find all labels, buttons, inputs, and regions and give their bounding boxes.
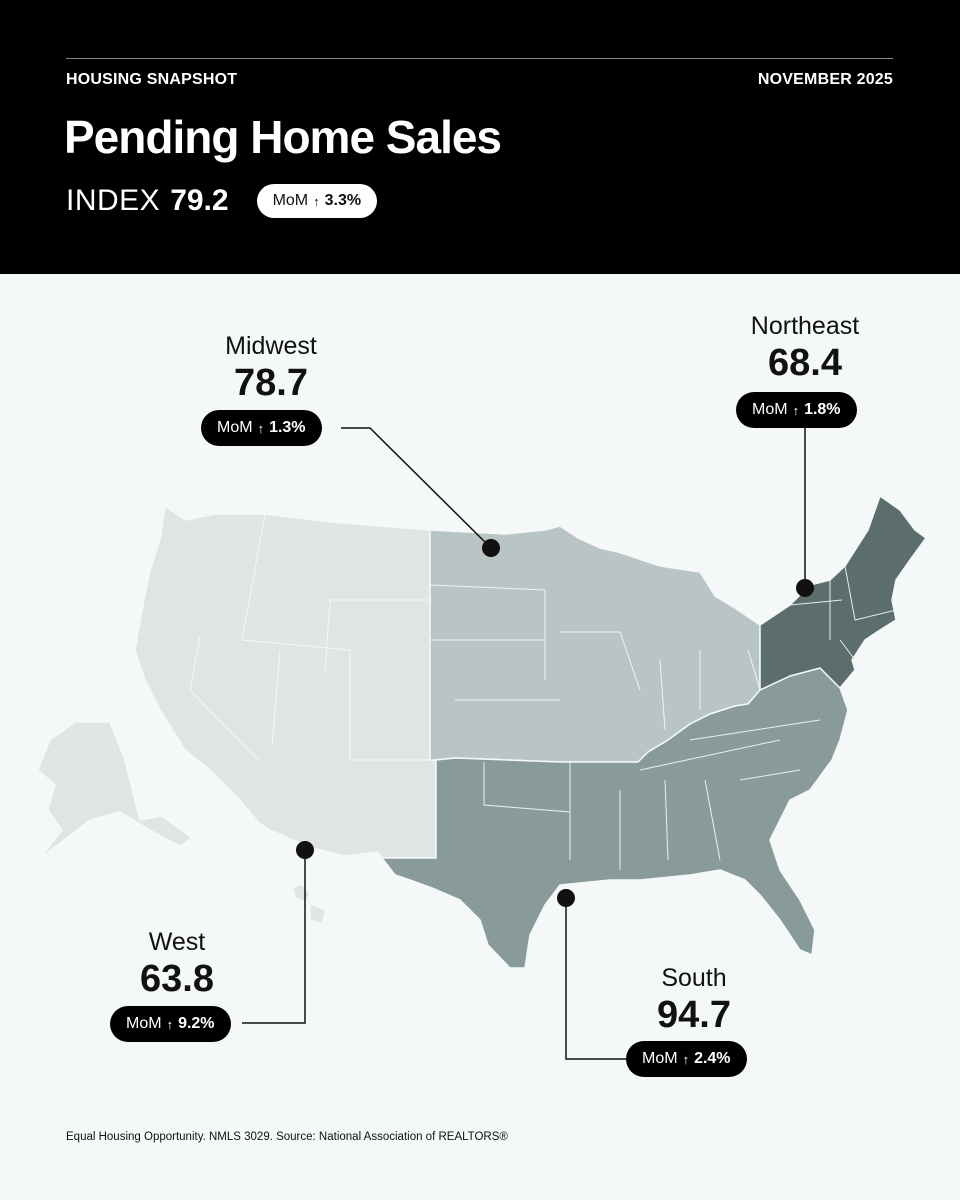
arrow-up-icon: ↑	[257, 420, 265, 436]
mom-label: MoM	[752, 401, 788, 418]
mom-value: 2.4%	[694, 1050, 731, 1067]
us-region-map	[37, 426, 927, 1060]
west-leader	[242, 850, 306, 1024]
page-title: Pending Home Sales	[64, 111, 502, 163]
mom-value: 3.3%	[324, 192, 362, 209]
state-border-lines	[189, 513, 897, 870]
northeast-value: 68.4	[768, 342, 842, 384]
kicker-left: HOUSING SNAPSHOT	[66, 71, 238, 88]
hawaii-state	[291, 883, 327, 925]
midwest-value: 78.7	[234, 362, 308, 404]
report-date: NOVEMBER 2025	[757, 71, 893, 88]
mom-label: MoM	[272, 192, 309, 209]
west-region	[134, 505, 437, 859]
south-region	[381, 667, 849, 969]
midwest-marker	[482, 539, 500, 557]
midwest-mom-badge: MoM ↑ 1.3%	[201, 410, 322, 446]
index-label: INDEX	[66, 184, 161, 217]
arrow-up-icon: ↑	[792, 402, 800, 418]
header-banner: HOUSING SNAPSHOT NOVEMBER 2025 Pending H…	[0, 0, 960, 274]
mom-value: 1.8%	[804, 401, 841, 418]
south-value: 94.7	[657, 994, 731, 1036]
leader-lines	[242, 426, 806, 1060]
map-regions	[37, 495, 927, 969]
arrow-up-icon: ↑	[682, 1051, 690, 1067]
northeast-name: Northeast	[750, 312, 860, 340]
midwest-name: Midwest	[225, 332, 317, 360]
footer-disclaimer: Equal Housing Opportunity. NMLS 3029. So…	[66, 1131, 508, 1143]
header-divider	[66, 58, 893, 59]
west-value: 63.8	[140, 958, 214, 1000]
south-name: South	[661, 964, 727, 992]
mom-label: MoM	[217, 419, 253, 436]
northeast-region	[759, 495, 927, 691]
west-mom-badge: MoM ↑ 9.2%	[110, 1006, 231, 1042]
state-borders	[189, 513, 897, 870]
west-marker	[296, 841, 314, 859]
alaska-state	[37, 721, 193, 859]
mom-label: MoM	[642, 1050, 678, 1067]
northeast-marker	[796, 579, 814, 597]
mom-label: MoM	[126, 1015, 162, 1032]
national-index-row: INDEX 79.2 MoM ↑ 3.3%	[66, 184, 378, 218]
midwest-leader	[341, 427, 492, 549]
arrow-up-icon: ↑	[166, 1016, 174, 1032]
south-leader	[565, 898, 626, 1060]
northeast-mom-badge: MoM ↑ 1.8%	[736, 392, 857, 428]
west-name: West	[148, 928, 206, 956]
south-mom-badge: MoM ↑ 2.4%	[626, 1041, 747, 1077]
arrow-up-icon: ↑	[313, 193, 320, 209]
mom-value: 9.2%	[178, 1015, 215, 1032]
index-value: 79.2	[170, 184, 229, 217]
mom-value: 1.3%	[269, 419, 306, 436]
national-mom-badge: MoM ↑ 3.3%	[256, 184, 378, 218]
south-marker	[557, 889, 575, 907]
marker-dots	[296, 539, 814, 907]
